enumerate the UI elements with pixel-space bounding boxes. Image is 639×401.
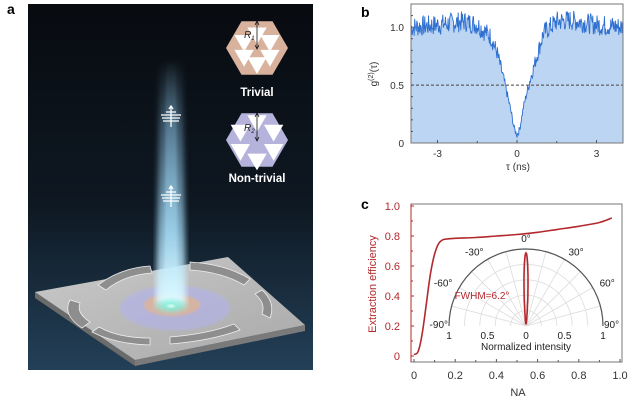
b-xtick-label: 0 [514, 149, 520, 160]
polar-angle-label: 0° [521, 234, 531, 245]
panel-c-label: c [361, 196, 369, 212]
polar-grid-spoke [487, 259, 527, 327]
panel-c-chart: 0 0.2 0.4 0.6 0.8 1.0 0 0.2 0.4 0.6 0.8 1.0 NA Extr… [367, 201, 628, 399]
panel-a-label: a [7, 1, 15, 17]
triangle-hole [264, 124, 284, 142]
polar-radial-label: Normalized intensity [481, 342, 571, 353]
triangle-hole [230, 144, 250, 161]
emission-spot [151, 297, 191, 315]
panel-a-illustration: R1 Trivial R2 Non-trivial [28, 4, 313, 370]
c-xtick-label: 0.4 [489, 370, 504, 382]
triangle-hole [264, 144, 284, 161]
polar-grid-spoke [525, 259, 565, 327]
polar-angle-label: -60° [434, 279, 452, 290]
polar-radial-tick-label: 0.5 [558, 331, 572, 342]
photon-wavepacket-icon [161, 104, 181, 127]
polar-angle-label: 60° [600, 279, 615, 290]
polar-angle-label: -30° [465, 247, 483, 258]
b-ytick-label: 0.5 [390, 81, 404, 92]
polar-angle-label: 30° [569, 247, 584, 258]
c-ytick-label: 0 [394, 351, 400, 363]
polar-radial-tick-label: 0 [523, 331, 529, 342]
c-ylabel: Extraction efficiency [367, 235, 379, 333]
circular-trenches [67, 261, 273, 346]
c-ytick-label: 0.2 [385, 321, 400, 333]
polar-radial-tick-label: 0.5 [481, 331, 495, 342]
polar-angle-label: -90° [430, 320, 448, 331]
b-xlabel: τ (ns) [506, 162, 530, 173]
polar-grid-spoke [505, 251, 527, 327]
polar-grid-spoke [525, 251, 547, 327]
b-xtick-label: -3 [433, 149, 442, 160]
polar-outer-arc [448, 248, 604, 327]
c-ytick-label: 0.4 [385, 291, 400, 303]
polar-grid-spoke [525, 305, 601, 327]
triangle-hole [247, 57, 267, 74]
efficiency-series-line [413, 217, 613, 356]
c-xlabel: NA [510, 387, 526, 399]
triangle-hole [234, 35, 254, 52]
panel-b-label: b [361, 4, 370, 20]
emission-lobe [523, 251, 529, 325]
triangle-hole [234, 49, 254, 67]
panel-b-chart: -3 0 3 0 0.5 1.0 τ (ns) g(2)(τ) [368, 3, 624, 173]
polar-grid-spoke [451, 305, 527, 327]
b-ylabel: g(2)(τ) [368, 62, 380, 87]
g2-series-line [411, 10, 623, 139]
c-ytick-label: 0.6 [385, 261, 400, 273]
c-xtick-label: 0.8 [571, 370, 586, 382]
c-xtick-label: 0.6 [530, 370, 545, 382]
c-ytick-label: 1.0 [385, 201, 400, 213]
polar-grid-spoke [525, 287, 593, 327]
triangle-hole [230, 124, 250, 142]
slab-side-left [35, 292, 135, 366]
polar-grid-spoke [459, 287, 527, 327]
photon-wavepacket-icon [161, 184, 181, 207]
polar-radial-tick-label: 1 [600, 331, 606, 342]
radius-r1-label: R1 [244, 30, 255, 42]
polar-grid-spoke [471, 271, 527, 327]
trivial-label: Trivial [240, 87, 273, 99]
radius-r2-label: R2 [244, 123, 255, 135]
g2-area-fill [411, 10, 623, 143]
triangle-hole [247, 153, 267, 171]
c-xtick-label: 0 [411, 370, 417, 382]
polar-radial-tick-label: 1 [446, 331, 452, 342]
emission-beam-core [164, 60, 178, 305]
polar-angle-label: 90° [604, 320, 619, 331]
triangle-hole [260, 35, 280, 52]
nontrivial-unit-cell: R2 Non-trivial [226, 112, 288, 185]
polar-grid-spoke [525, 271, 581, 327]
trivial-unit-cell: R1 Trivial [226, 20, 288, 99]
c-xtick-label: 0.2 [448, 370, 463, 382]
c-ytick-label: 0.8 [385, 231, 400, 243]
triangle-hole [260, 49, 280, 67]
nontrivial-label: Non-trivial [229, 173, 286, 185]
b-xtick-label: 3 [594, 149, 600, 160]
b-ytick-label: 1.0 [390, 23, 404, 34]
polar-inset: -90°-60°-30°0°30°60°90°1 0.5 0 0.5 1Normaliz… [430, 234, 620, 353]
fwhm-annotation: FWHM=6.2° [455, 291, 510, 302]
c-xtick-label: 1.0 [612, 370, 627, 382]
b-ytick-label: 0 [398, 139, 404, 150]
slab-side-right [135, 325, 305, 366]
